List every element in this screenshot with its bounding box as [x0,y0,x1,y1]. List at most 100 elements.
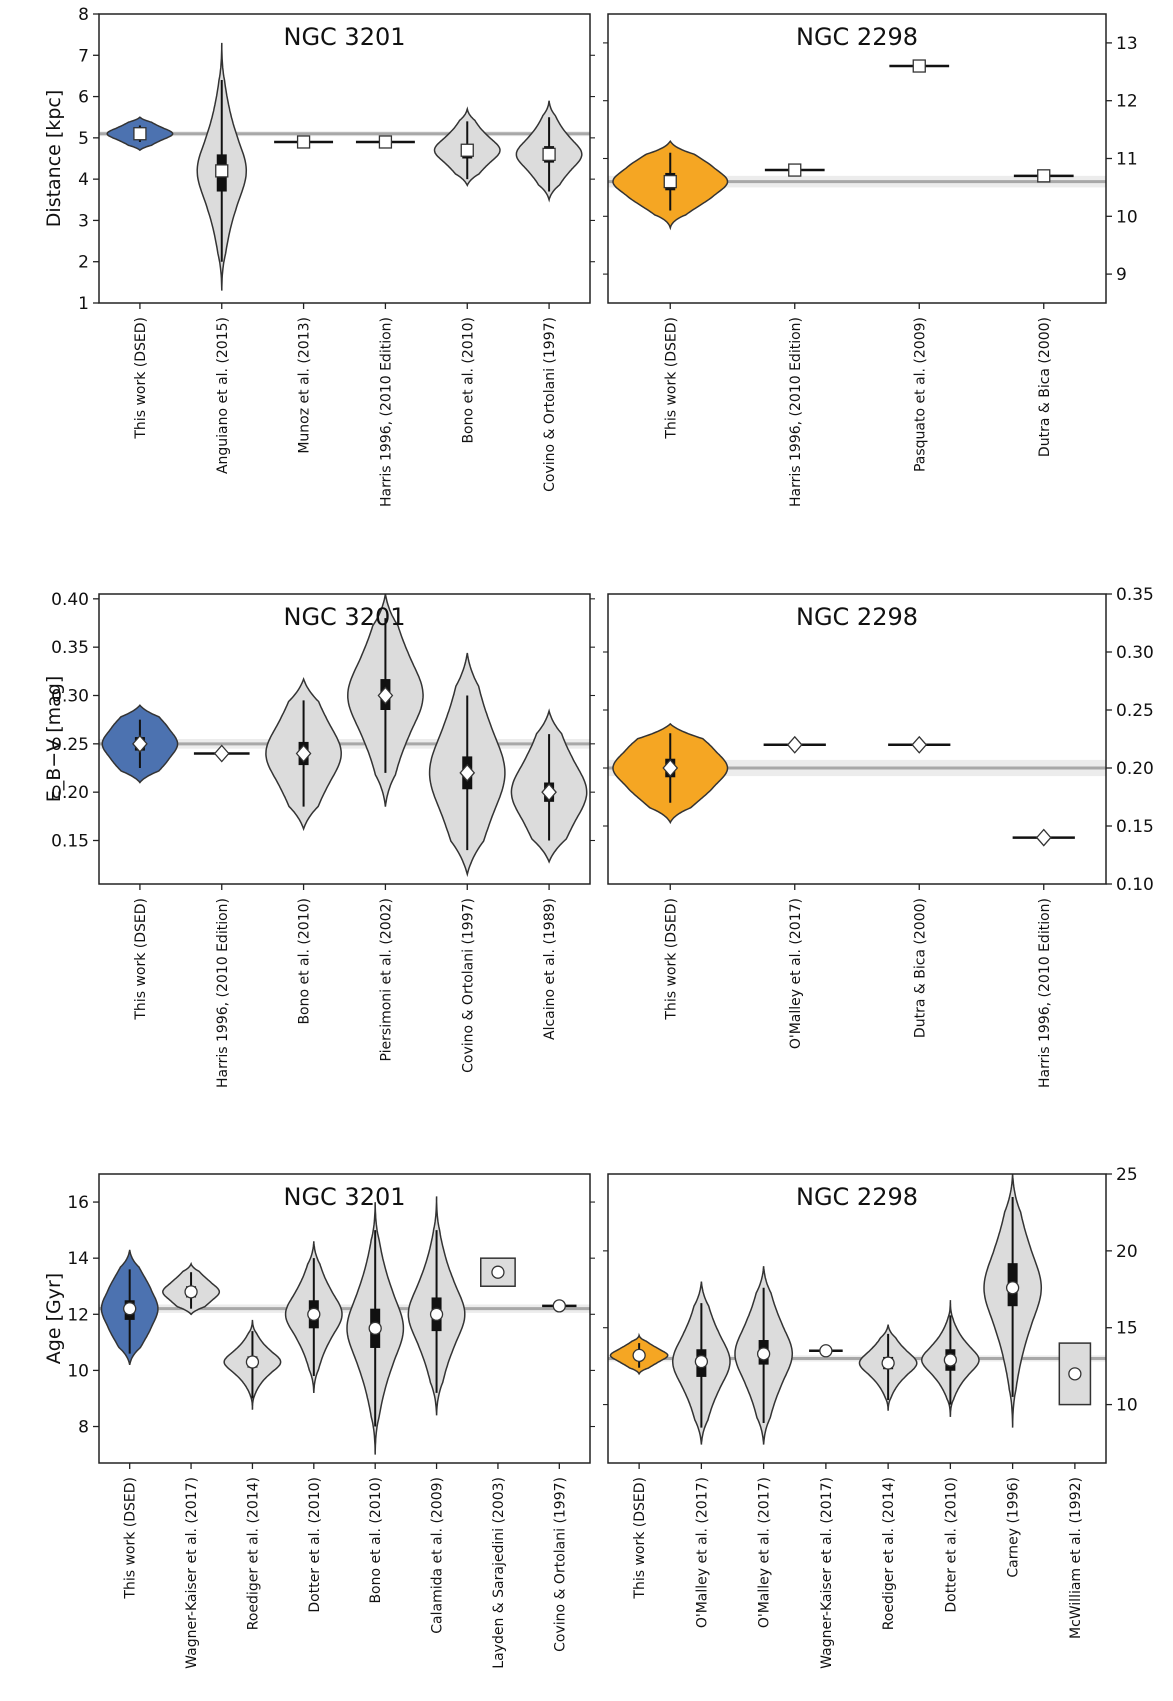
diamond-marker [459,763,476,782]
y-tick-label: 0.25 [1116,701,1154,721]
category-label: O'Malley et al. (2017) [788,898,804,1049]
diamond-marker [213,744,230,763]
category-label: Bono et al. (2010) [368,1477,384,1604]
y-tick-label: 4 [78,170,89,190]
plot-frame [607,1173,1107,1464]
entry-8 [1058,1342,1092,1406]
entry-6 [510,708,588,864]
entry-1 [106,116,174,152]
entry-3 [265,677,342,832]
category-label: Covino & Ortolani (1997) [552,1477,568,1652]
chart-panel-1: 1 2 3 4 5 6 7 8 This work (DSED) Anguiano et al. … [43,5,595,507]
y-tick-label: 0.30 [1116,643,1154,663]
entry-3 [274,135,334,149]
square-marker [133,127,147,141]
entry-3 [734,1266,794,1445]
circle-marker [184,1285,198,1299]
circle-marker [368,1321,382,1335]
y-tick-label: 5 [78,129,89,149]
square-marker [1037,169,1051,183]
panel-title: NGC 3201 [283,23,405,51]
entry-4 [355,135,415,149]
panel-title: NGC 2298 [796,1183,918,1211]
category-label: Dotter et al. (2010) [943,1477,959,1613]
square-marker [663,174,677,189]
y-tick-label: 0.10 [1116,875,1154,895]
y-tick-label: 10 [1116,1396,1138,1416]
y-axis-label: Distance [kpc] [43,90,65,227]
plot-frame [607,593,1107,885]
entry-4 [284,1241,343,1393]
category-label: This work (DSED) [123,1477,139,1600]
y-tick-label: 16 [67,1193,89,1213]
category-label: Dotter et al. (2010) [307,1477,323,1613]
diamond-marker [786,735,803,754]
entry-1 [101,704,179,784]
circle-marker [307,1307,321,1321]
diamond-marker [1035,828,1052,847]
y-tick-label: 0.20 [51,783,89,803]
estimate-range [480,1257,516,1287]
entry-7 [480,1257,516,1287]
category-label: Harris 1996, (2010 Edition) [788,317,804,507]
square-marker [460,143,474,157]
y-tick-label: 8 [78,1418,89,1438]
y-tick-label: 14 [67,1249,89,1269]
entry-8 [542,1299,577,1313]
category-label: O'Malley et al. (2017) [757,1477,773,1628]
circle-marker [1068,1367,1082,1381]
entry-4 [1013,169,1074,183]
y-tick-label: 12 [67,1305,89,1325]
category-label: Munoz et al. (2013) [297,317,313,454]
category-label: Harris 1996, (2010 Edition) [215,898,231,1088]
y-tick-label: 11 [1116,150,1138,170]
circle-marker [819,1344,833,1358]
diamond-marker [132,734,148,753]
circle-marker [123,1302,137,1316]
category-label: Covino & Ortolani (1997) [460,898,476,1073]
y-tick-label: 25 [1116,1165,1138,1185]
entry-1 [612,722,729,825]
entry-5 [433,106,501,187]
category-label: Calamida et al. (2009) [430,1477,446,1634]
diamond-marker [541,783,557,802]
entry-2 [193,744,250,763]
plot-frame [98,1173,591,1464]
y-axis-label: Age [Gyr] [43,1273,65,1364]
category-label: Carney (1996) [1006,1477,1022,1578]
square-marker [215,164,229,178]
y-tick-label: 1 [78,294,89,314]
circle-marker [694,1354,709,1369]
y-tick-label: 6 [78,88,89,108]
entry-6 [920,1300,980,1417]
category-label: Wagner-Kaiser et al. (2017) [819,1477,835,1669]
chart-panel-2: 9 10 11 12 13 This work (DSED) Harris 1996, (2… [603,13,1138,507]
y-tick-label: 0.15 [51,832,89,852]
panel-title: NGC 3201 [283,603,405,631]
y-tick-label: 7 [78,46,89,66]
entry-5 [428,652,506,878]
y-tick-label: 0.25 [51,735,89,755]
entry-2 [162,1261,221,1316]
entry-3 [889,59,950,73]
category-label: Wagner-Kaiser et al. (2017) [184,1477,200,1669]
plot-frame [98,593,591,885]
entry-6 [407,1196,466,1416]
category-label: This work (DSED) [663,898,679,1021]
square-marker [912,59,926,73]
entry-4 [1012,828,1075,847]
y-tick-label: 0.35 [1116,585,1154,605]
category-label: Dutra & Bica (2000) [1037,317,1053,457]
entry-5 [858,1324,918,1411]
entry-4 [347,593,424,807]
category-label: McWilliam et al. (1992) [1068,1477,1084,1639]
entry-4 [809,1344,843,1358]
category-label: Bono et al. (2010) [297,898,313,1025]
category-label: Pasquato et al. (2009) [912,317,928,472]
diamond-marker [662,759,679,777]
square-marker [542,147,556,162]
category-label: Piersimoni et al. (2002) [378,898,394,1061]
panel-title: NGC 3201 [283,1183,405,1211]
y-tick-label: 9 [1116,265,1127,285]
y-tick-label: 3 [78,211,89,231]
